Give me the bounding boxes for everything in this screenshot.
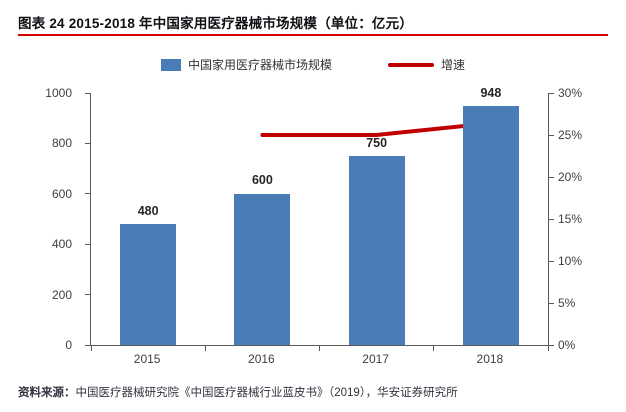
bar-value-label: 600 (251, 173, 273, 188)
right-axis-tick (549, 260, 554, 262)
plot-area: 480 600 750 948 (85, 87, 554, 351)
category-label: 2018 (476, 352, 504, 366)
bar-2015 (120, 224, 177, 345)
left-axis-labels: 0 200 400 600 800 1000 (36, 87, 82, 351)
left-axis-tick-label: 1000 (45, 86, 72, 100)
bar-value-label: 948 (480, 85, 502, 100)
left-axis-tick (85, 92, 90, 94)
bar-value-label: 750 (366, 135, 388, 150)
right-axis-tick (549, 134, 554, 136)
left-axis-tick (85, 294, 90, 296)
category-label: 2017 (362, 352, 389, 366)
bar-2017 (348, 156, 405, 345)
x-axis-tick (433, 346, 435, 351)
left-axis-tick-label: 200 (51, 287, 72, 302)
legend-item-growth-rate: 增速 (388, 56, 465, 73)
right-axis-tick-label: 15% (558, 212, 583, 226)
right-axis-tick-label: 10% (558, 254, 583, 268)
legend-label-market-size: 中国家用医疗器械市场规模 (187, 58, 332, 72)
source-note: 资料来源：中国医疗器械研究院《中国医疗器械行业蓝皮书》（2019），华安证券研究… (18, 384, 614, 400)
chart-legend: 中国家用医疗器械市场规模 增速 (0, 56, 626, 73)
right-axis-tick (549, 344, 554, 346)
bar-2018 (462, 106, 519, 345)
category-label: 2015 (133, 352, 161, 366)
left-axis-tick (85, 243, 90, 245)
x-axis-labels: 2015 2016 2017 2018 (90, 352, 547, 368)
right-axis-tick-label: 25% (558, 128, 583, 142)
x-axis-tick (319, 346, 320, 351)
legend-label-growth-rate: 增速 (441, 58, 466, 72)
chart-title: 图表 24 2015-2018 年中国家用医疗器械市场规模（单位：亿元） (18, 16, 414, 31)
line-series-swatch-icon (388, 62, 434, 67)
left-axis-tick (85, 344, 90, 346)
right-axis-tick (549, 218, 554, 220)
right-axis-tick-label: 30% (558, 86, 583, 100)
right-axis-tick (549, 92, 554, 94)
title-underline (18, 34, 608, 36)
source-label: 资料来源： (18, 387, 76, 399)
legend-item-market-size: 中国家用医疗器械市场规模 (160, 56, 332, 73)
x-axis-tick (547, 346, 549, 351)
growth-rate-line (260, 121, 493, 137)
right-axis-tick-label: 20% (558, 170, 583, 184)
bar-value-label: 480 (137, 203, 159, 218)
x-axis-tick (204, 346, 206, 351)
right-axis-tick-label: 5% (558, 296, 576, 310)
left-axis-tick-label: 800 (51, 136, 72, 151)
source-text: 中国医疗器械研究院《中国医疗器械行业蓝皮书》（2019），华安证券研究所 (75, 387, 458, 399)
left-axis-tick (85, 142, 90, 144)
left-axis-tick-label: 400 (51, 237, 72, 252)
left-axis-tick (85, 193, 90, 195)
right-axis-tick (549, 176, 554, 178)
right-axis-tick (549, 302, 554, 304)
left-axis-tick-label: 600 (51, 186, 72, 201)
category-label: 2016 (248, 352, 275, 366)
x-axis-tick (90, 346, 92, 351)
left-axis-tick-label: 0 (65, 338, 72, 352)
right-axis-tick-label: 0% (558, 338, 576, 352)
bar-2016 (234, 193, 291, 345)
right-axis-labels: 0% 5% 10% 15% 20% 25% 30% (556, 87, 602, 351)
bar-series-swatch-icon (160, 58, 181, 71)
